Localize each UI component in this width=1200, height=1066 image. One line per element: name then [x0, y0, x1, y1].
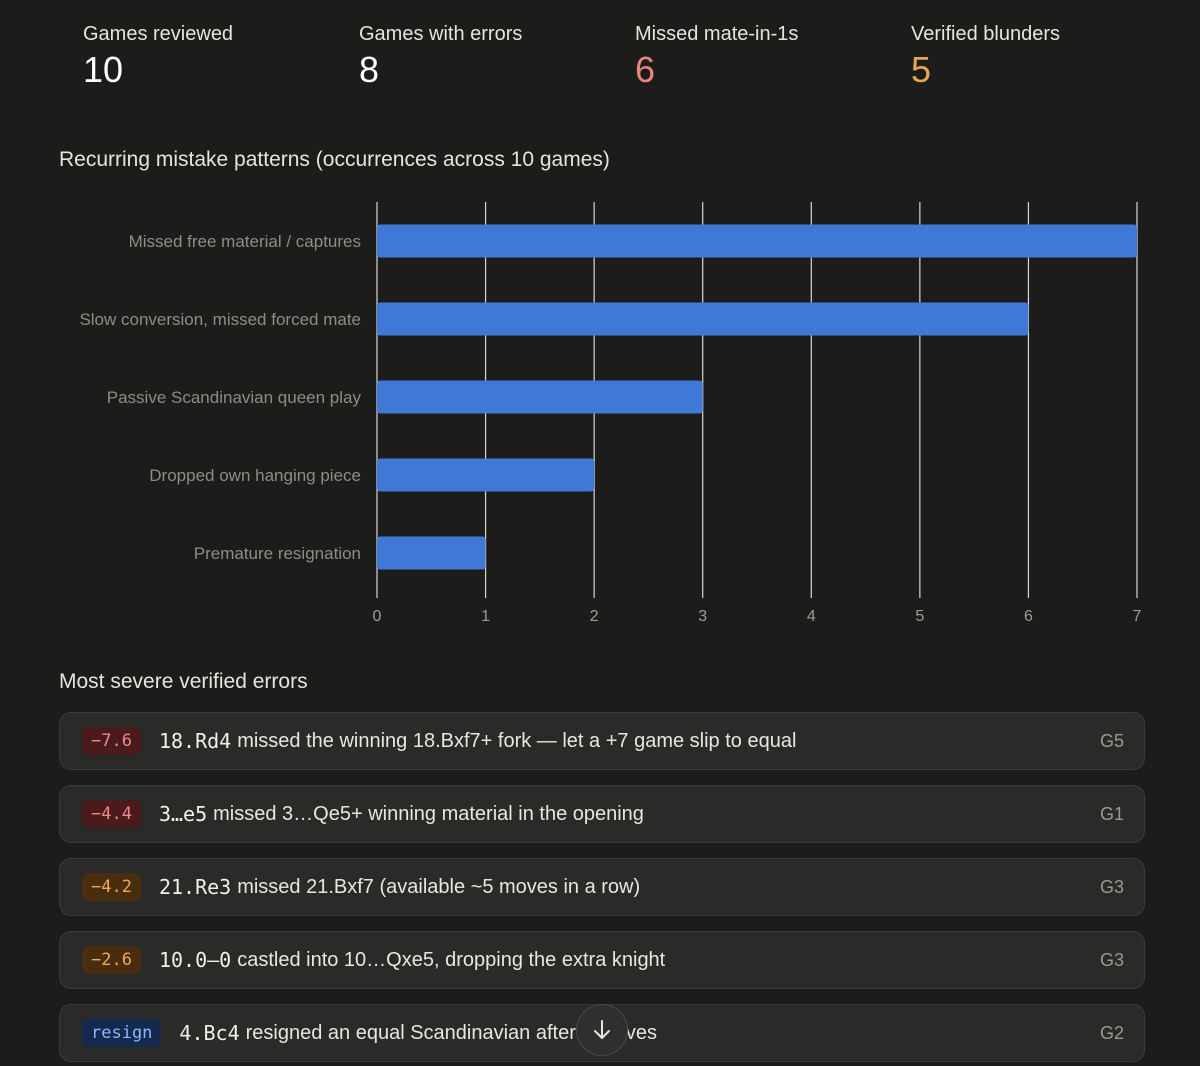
arrow-down-icon	[594, 1020, 610, 1039]
x-tick-label: 3	[698, 608, 707, 625]
category-label: Missed free material / captures	[129, 232, 361, 251]
stat-label: Missed mate-in-1s	[635, 23, 799, 45]
x-tick-label: 5	[915, 608, 924, 625]
error-row[interactable]: −4.4 3…e5 missed 3…Qe5+ winning material…	[59, 785, 1145, 843]
error-description: missed the winning 18.Bxf7+ fork — let a…	[237, 729, 797, 752]
x-tick-label: 4	[807, 608, 816, 625]
x-tick-label: 7	[1133, 608, 1142, 625]
stat-missed-mate-in-1s: Missed mate-in-1s 6	[635, 22, 895, 92]
bar	[377, 224, 1137, 258]
category-label: Dropped own hanging piece	[149, 466, 361, 485]
category-label: Passive Scandinavian queen play	[107, 388, 362, 407]
error-row[interactable]: −4.2 21.Re3 missed 21.Bxf7 (available ~5…	[59, 858, 1145, 916]
eval-badge: −4.2	[82, 873, 141, 901]
error-row[interactable]: −7.6 18.Rd4 missed the winning 18.Bxf7+ …	[59, 712, 1145, 770]
eval-badge: −2.6	[82, 946, 141, 974]
error-move: 10.0–0	[158, 948, 232, 972]
eval-badge: −7.6	[82, 727, 141, 755]
x-tick-label: 6	[1024, 608, 1033, 625]
stat-games-reviewed: Games reviewed 10	[83, 22, 343, 92]
game-id: G1	[1099, 804, 1124, 824]
stat-games-with-errors: Games with errors 8	[359, 22, 619, 92]
stat-label: Verified blunders	[911, 23, 1060, 45]
game-id: G3	[1099, 877, 1124, 897]
stat-verified-blunders: Verified blunders 5	[911, 22, 1171, 92]
patterns-chart-svg: 0 1 2 3 4 5 6 7 Missed free material / captures S…	[79, 202, 1142, 625]
error-description: missed 3…Qe5+ winning material in the op…	[213, 802, 644, 825]
stats-row: Games reviewed 10 Games with errors 8 Mi…	[83, 22, 1193, 92]
stat-label: Games with errors	[359, 23, 523, 45]
x-tick-label: 2	[590, 608, 599, 625]
bar	[377, 536, 486, 570]
errors-list: −7.6 18.Rd4 missed the winning 18.Bxf7+ …	[59, 712, 1145, 1066]
scroll-down-button[interactable]	[576, 1004, 628, 1056]
error-description: missed 21.Bxf7 (available ~5 moves in a …	[237, 875, 641, 898]
stat-value: 6	[635, 49, 656, 90]
error-move: 21.Re3	[158, 875, 232, 899]
stat-value: 8	[359, 49, 380, 90]
patterns-title: Recurring mistake patterns (occurrences …	[59, 148, 610, 171]
error-move: 18.Rd4	[158, 729, 232, 753]
errors-title: Most severe verified errors	[59, 670, 308, 693]
error-move: 4.Bc4	[179, 1021, 240, 1045]
category-label: Premature resignation	[194, 544, 361, 563]
game-id: G5	[1099, 731, 1124, 751]
eval-badge: −4.4	[82, 800, 141, 828]
game-id: G3	[1099, 950, 1124, 970]
bar	[377, 302, 1029, 336]
bar	[377, 380, 703, 414]
stat-label: Games reviewed	[83, 23, 234, 45]
error-description: resigned an equal Scandinavian after 4 m…	[245, 1021, 658, 1044]
patterns-chart: 0 1 2 3 4 5 6 7 Missed free material / captures S…	[0, 190, 1200, 630]
stat-value: 5	[911, 49, 932, 90]
error-description: castled into 10…Qxe5, dropping the extra…	[237, 948, 666, 971]
category-label: Slow conversion, missed forced mate	[79, 310, 361, 329]
eval-badge: resign	[82, 1019, 162, 1047]
error-row[interactable]: −2.6 10.0–0 castled into 10…Qxe5, droppi…	[59, 931, 1145, 989]
error-move: 3…e5	[158, 802, 208, 826]
bar	[377, 458, 595, 492]
x-tick-label: 0	[373, 608, 382, 625]
x-tick-label: 1	[481, 608, 490, 625]
stat-value: 10	[83, 49, 124, 90]
game-id: G2	[1099, 1023, 1124, 1043]
